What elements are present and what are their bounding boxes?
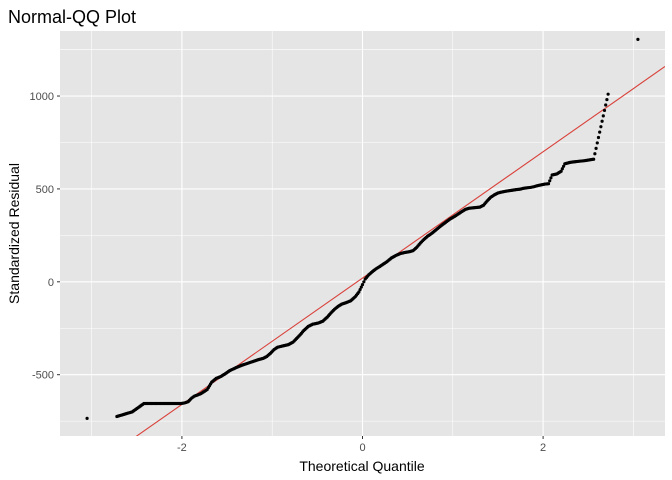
residual-point <box>636 37 640 41</box>
x-axis: -2 0 2 <box>177 436 546 454</box>
x-tick-label: -2 <box>177 442 187 454</box>
residual-point <box>593 152 597 156</box>
residual-point <box>595 141 599 145</box>
residual-point <box>559 169 563 173</box>
x-tick-label: 0 <box>359 442 365 454</box>
residual-point <box>601 114 605 118</box>
residual-point <box>598 130 602 134</box>
residual-point <box>358 287 362 292</box>
residual-point <box>362 280 366 284</box>
residual-point <box>548 179 552 183</box>
x-axis-label: Theoretical Quantile <box>299 458 425 474</box>
residual-point <box>594 146 598 150</box>
y-tick-label: 0 <box>48 277 54 289</box>
residual-point <box>549 176 553 180</box>
residual-point <box>359 285 363 289</box>
residual-point <box>602 108 607 113</box>
residual-point <box>596 135 601 140</box>
residual-point <box>360 282 365 287</box>
residual-point <box>604 103 608 107</box>
residual-point <box>85 416 89 420</box>
x-tick-label: 2 <box>540 442 546 454</box>
reference-line <box>135 66 665 436</box>
residual-point <box>605 97 609 102</box>
residual-point <box>606 92 610 96</box>
y-tick-label: -500 <box>32 370 54 382</box>
chart-title: Normal-QQ Plot <box>8 7 136 27</box>
y-axis-label: Standardized Residual <box>6 163 22 304</box>
residual-points <box>85 37 640 420</box>
residual-point <box>560 167 564 171</box>
residual-point <box>600 119 604 123</box>
y-tick-label: 500 <box>36 184 54 196</box>
residual-point <box>599 125 603 129</box>
y-axis: -500 0 500 1000 <box>30 91 60 382</box>
residual-point <box>357 290 361 294</box>
residual-point <box>561 164 566 168</box>
residual-point <box>546 182 551 186</box>
y-tick-label: 1000 <box>30 91 54 103</box>
residual-point <box>592 157 596 161</box>
